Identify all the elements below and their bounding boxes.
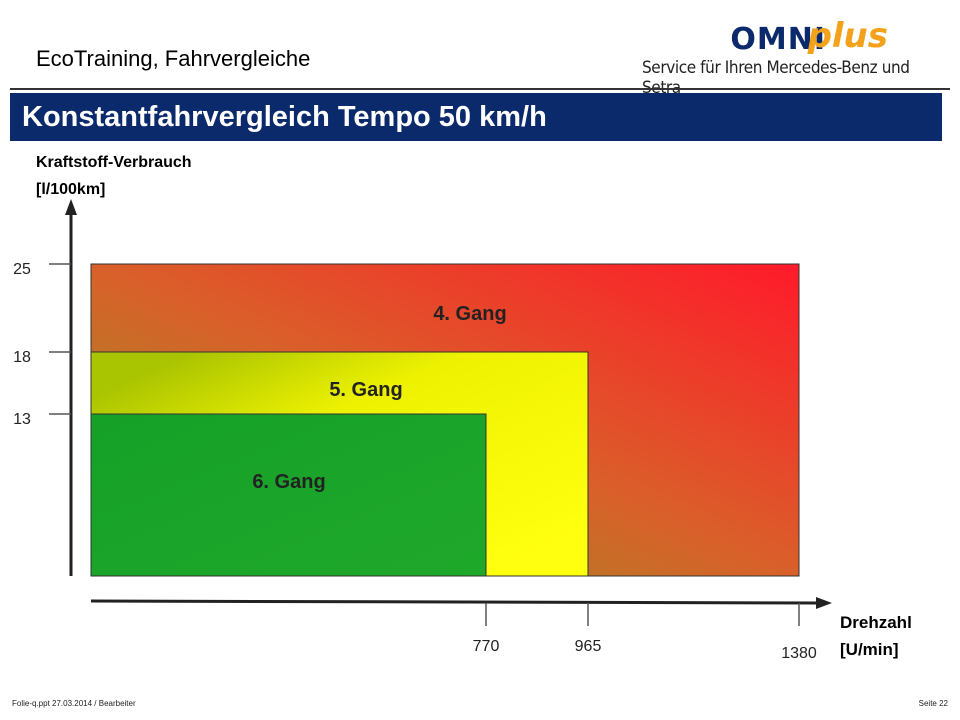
x-axis-line bbox=[90, 599, 819, 605]
footer-right: Seite 22 bbox=[918, 699, 948, 708]
logo-brand-main: OMNI bbox=[730, 22, 826, 57]
x-axis-label: Drehzahl [U/min] bbox=[840, 609, 912, 663]
y-axis-label-line1: Kraftstoff-Verbrauch bbox=[36, 154, 192, 171]
page-title: Konstantfahrvergleich Tempo 50 km/h bbox=[10, 93, 942, 141]
x-tick-label: 1380 bbox=[781, 645, 817, 662]
x-tick-label: 770 bbox=[473, 638, 500, 655]
series-label: 5. Gang bbox=[329, 379, 402, 401]
y-axis-label-line2: [l/100km] bbox=[36, 181, 106, 198]
subtitle: EcoTraining, Fahrvergleiche bbox=[36, 46, 311, 71]
logo-brand-accent: plus bbox=[807, 16, 888, 56]
x-axis-label-line1: Drehzahl bbox=[840, 613, 912, 632]
series-label: 4. Gang bbox=[433, 303, 506, 325]
x-axis-label-line2: [U/min] bbox=[840, 640, 899, 659]
y-axis-label: Kraftstoff-Verbrauch [l/100km] bbox=[36, 149, 192, 203]
y-tick-label: 25 bbox=[13, 261, 31, 278]
x-tick-label: 965 bbox=[575, 638, 602, 655]
y-axis-arrow-icon bbox=[65, 199, 77, 215]
header-rule bbox=[10, 88, 950, 90]
footer-left: Folie-q.ppt 27.03.2014 / Bearbeiter bbox=[12, 699, 136, 708]
y-tick-label: 13 bbox=[13, 411, 31, 428]
y-tick-label: 18 bbox=[13, 349, 31, 366]
omniplus-logo: OMNI plus Service für Ihren Mercedes-Ben… bbox=[642, 10, 942, 98]
series-label: 6. Gang bbox=[252, 471, 325, 493]
region-6gang bbox=[90, 413, 487, 577]
x-axis-arrow-icon bbox=[816, 597, 832, 609]
